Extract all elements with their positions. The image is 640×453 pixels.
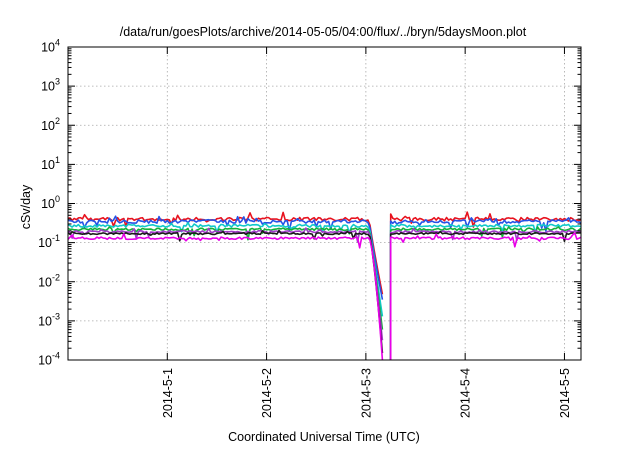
y-tick-label: 10-2: [38, 272, 60, 289]
x-tick-labels: 2014-5-1 2014-5-2 2014-5-3 2014-5-4 2014-5-5: [161, 368, 572, 418]
y-tick-label: 10-4: [38, 351, 60, 368]
chart-title: /data/run/goesPlots/archive/2014-05-05/0…: [120, 25, 527, 39]
series-line: [67, 226, 384, 330]
series-line: [389, 230, 582, 360]
y-tick-label: 100: [41, 194, 60, 211]
y-tick-labels: 10-4 10-3 10-2 10-1 100 101 102 103 104: [38, 38, 60, 368]
x-tick-label: 2014-5-1: [161, 368, 175, 418]
series-line: [389, 232, 582, 360]
x-tick-label: 2014-5-3: [359, 368, 373, 418]
grid-layer: [68, 47, 581, 360]
series-line: [67, 227, 384, 341]
tick-layer: [68, 46, 581, 361]
series-line: [67, 221, 384, 317]
series-layer: [67, 211, 582, 361]
series-line: [389, 223, 582, 360]
y-tick-label: 10-3: [38, 311, 60, 328]
x-tick-label: 2014-5-4: [459, 368, 473, 418]
x-tick-label: 2014-5-2: [260, 368, 274, 418]
series-line: [67, 229, 384, 354]
y-tick-label: 102: [41, 116, 60, 133]
series-line: [389, 211, 582, 360]
y-tick-label: 101: [41, 155, 60, 172]
series-line: [389, 226, 582, 360]
y-tick-label: 10-1: [38, 233, 60, 250]
y-axis-label: cSv/day: [19, 184, 33, 229]
series-line: [389, 227, 582, 360]
x-axis-label: Coordinated Universal Time (UTC): [228, 430, 420, 444]
x-tick-label: 2014-5-5: [558, 368, 572, 418]
y-tick-label: 104: [41, 38, 60, 55]
series-line: [389, 217, 582, 360]
series-line: [67, 233, 384, 361]
y-tick-label: 103: [41, 77, 60, 94]
